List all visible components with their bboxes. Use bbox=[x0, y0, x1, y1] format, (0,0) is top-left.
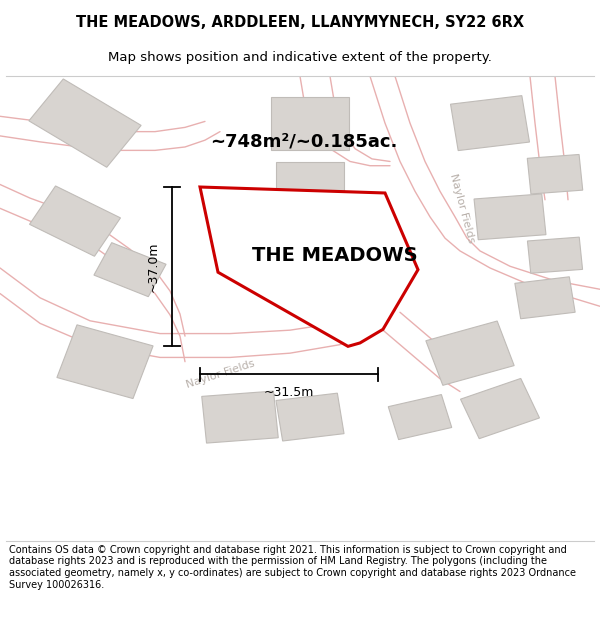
Text: THE MEADOWS, ARDDLEEN, LLANYMYNECH, SY22 6RX: THE MEADOWS, ARDDLEEN, LLANYMYNECH, SY22… bbox=[76, 16, 524, 31]
Polygon shape bbox=[515, 277, 575, 319]
Polygon shape bbox=[57, 325, 153, 399]
Polygon shape bbox=[461, 378, 539, 439]
Text: THE MEADOWS: THE MEADOWS bbox=[252, 246, 418, 264]
Polygon shape bbox=[200, 187, 418, 346]
Polygon shape bbox=[271, 97, 349, 149]
Polygon shape bbox=[202, 391, 278, 443]
Polygon shape bbox=[29, 79, 141, 168]
Polygon shape bbox=[451, 96, 529, 151]
Text: ~748m²/~0.185ac.: ~748m²/~0.185ac. bbox=[210, 133, 397, 151]
Polygon shape bbox=[94, 242, 166, 297]
Text: Contains OS data © Crown copyright and database right 2021. This information is : Contains OS data © Crown copyright and d… bbox=[9, 545, 576, 589]
Polygon shape bbox=[274, 225, 346, 277]
Text: Map shows position and indicative extent of the property.: Map shows position and indicative extent… bbox=[108, 51, 492, 64]
Polygon shape bbox=[474, 194, 546, 240]
Text: ~31.5m: ~31.5m bbox=[264, 386, 314, 399]
Polygon shape bbox=[527, 237, 583, 273]
Text: Naylor Fields: Naylor Fields bbox=[448, 173, 476, 244]
Polygon shape bbox=[426, 321, 514, 386]
Polygon shape bbox=[29, 186, 121, 256]
Polygon shape bbox=[276, 162, 344, 203]
Polygon shape bbox=[388, 394, 452, 439]
Text: Naylor Fields: Naylor Fields bbox=[184, 359, 256, 390]
Polygon shape bbox=[527, 154, 583, 194]
Polygon shape bbox=[276, 393, 344, 441]
Text: ~37.0m: ~37.0m bbox=[147, 241, 160, 292]
